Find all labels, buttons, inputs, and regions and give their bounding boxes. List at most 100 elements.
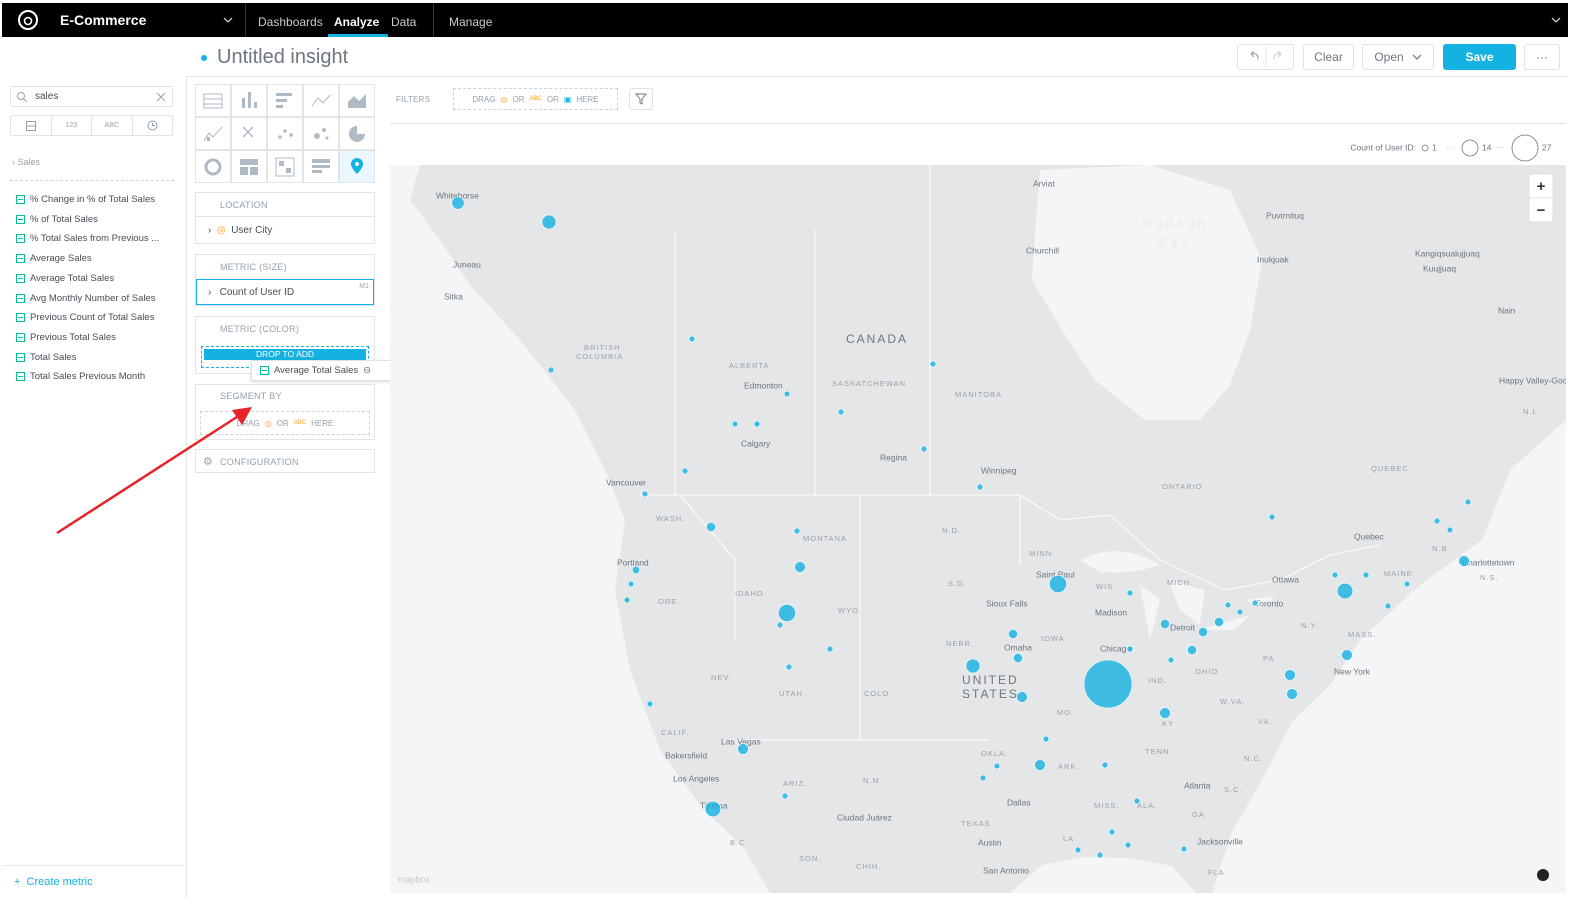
bubble[interactable] bbox=[1074, 846, 1082, 854]
bubble[interactable] bbox=[1331, 571, 1339, 579]
bubble[interactable] bbox=[1403, 580, 1411, 588]
metric-item[interactable]: Average Sales bbox=[16, 253, 92, 264]
bubble[interactable] bbox=[681, 467, 689, 475]
bubble[interactable] bbox=[1133, 797, 1141, 805]
metric-item[interactable]: Previous Total Sales bbox=[16, 332, 116, 343]
bubble[interactable] bbox=[965, 658, 981, 674]
bubble[interactable] bbox=[1108, 828, 1116, 836]
bubble[interactable] bbox=[627, 580, 635, 588]
bubble[interactable] bbox=[1187, 645, 1197, 655]
bubble[interactable] bbox=[785, 663, 793, 671]
account-chevron[interactable] bbox=[1550, 15, 1562, 25]
viz-type[interactable] bbox=[267, 150, 303, 183]
metric-item[interactable]: Avg Monthly Number of Sales bbox=[16, 293, 156, 304]
search-box[interactable]: sales bbox=[10, 86, 173, 107]
bubble[interactable] bbox=[929, 360, 937, 368]
bubble[interactable] bbox=[1458, 555, 1470, 567]
bubble[interactable] bbox=[1042, 735, 1050, 743]
bubble[interactable] bbox=[1096, 851, 1104, 859]
bubble[interactable] bbox=[1049, 575, 1067, 593]
section-header[interactable]: › Sales bbox=[12, 157, 41, 167]
viz-type[interactable] bbox=[195, 117, 231, 150]
bubble[interactable] bbox=[704, 800, 722, 818]
bubble[interactable] bbox=[1198, 627, 1208, 637]
bubble[interactable] bbox=[1336, 582, 1354, 600]
viz-type[interactable] bbox=[231, 150, 267, 183]
bubble[interactable] bbox=[1083, 659, 1133, 709]
filter-attributes[interactable]: ABC bbox=[92, 116, 133, 135]
filter-numbers[interactable]: 123 bbox=[52, 116, 92, 135]
info-button[interactable] bbox=[1537, 869, 1549, 881]
clear-button[interactable]: Clear bbox=[1303, 44, 1354, 70]
bubble[interactable] bbox=[1160, 619, 1170, 629]
bubble[interactable] bbox=[1236, 608, 1244, 616]
metric-item[interactable]: % Total Sales from Previous ... bbox=[16, 233, 159, 244]
bubble[interactable] bbox=[1008, 629, 1018, 639]
bubble[interactable] bbox=[1126, 645, 1134, 653]
zoom-button[interactable]: + bbox=[1537, 178, 1546, 195]
bubble[interactable] bbox=[1446, 526, 1454, 534]
bubble[interactable] bbox=[1362, 571, 1370, 579]
viz-type[interactable] bbox=[195, 84, 231, 117]
bubble[interactable] bbox=[1159, 707, 1171, 719]
zoom-button[interactable]: − bbox=[1537, 202, 1546, 219]
bubble[interactable] bbox=[623, 596, 631, 604]
metric-item[interactable]: Previous Count of Total Sales bbox=[16, 312, 154, 323]
bubble[interactable] bbox=[1384, 602, 1392, 610]
bubble[interactable] bbox=[641, 490, 649, 498]
open-button[interactable]: Open bbox=[1362, 44, 1434, 70]
nav-item[interactable]: Data bbox=[391, 15, 417, 29]
bubble[interactable] bbox=[794, 561, 806, 573]
clear-search[interactable] bbox=[155, 91, 167, 103]
bubble[interactable] bbox=[781, 792, 789, 800]
bubble[interactable] bbox=[778, 604, 796, 622]
bubble[interactable] bbox=[1126, 589, 1134, 597]
bubble[interactable] bbox=[451, 196, 465, 210]
insight-title[interactable]: Untitled insight bbox=[217, 46, 349, 68]
bubble[interactable] bbox=[737, 743, 749, 755]
bubble[interactable] bbox=[1433, 517, 1441, 525]
bubble[interactable] bbox=[1464, 498, 1472, 506]
bubble[interactable] bbox=[731, 420, 739, 428]
filter-all[interactable] bbox=[11, 116, 52, 135]
bubble[interactable] bbox=[688, 335, 696, 343]
bubble[interactable] bbox=[826, 645, 834, 653]
nav-item-active[interactable]: Analyze bbox=[334, 15, 380, 29]
viz-type[interactable] bbox=[267, 117, 303, 150]
nav-item[interactable]: Dashboards bbox=[258, 15, 323, 29]
metric-item[interactable]: Total Sales Previous Month bbox=[16, 371, 145, 382]
viz-type[interactable] bbox=[303, 117, 339, 150]
bubble[interactable] bbox=[920, 445, 928, 453]
filter-dates[interactable] bbox=[133, 116, 173, 135]
metric-item[interactable]: Total Sales bbox=[16, 352, 76, 363]
bubble[interactable] bbox=[1251, 599, 1259, 607]
workspace-name[interactable]: E-Commerce bbox=[60, 12, 147, 28]
nav-item[interactable]: Manage bbox=[449, 15, 493, 29]
bubble[interactable] bbox=[547, 366, 555, 374]
bubble[interactable] bbox=[631, 565, 641, 575]
metric-item[interactable]: % of Total Sales bbox=[16, 214, 98, 225]
bubble[interactable] bbox=[793, 527, 801, 535]
bucket-item[interactable]: › ◎ User City bbox=[208, 225, 273, 236]
bubble[interactable] bbox=[837, 408, 845, 416]
more-button[interactable]: ··· bbox=[1524, 44, 1560, 70]
bubble[interactable] bbox=[1124, 841, 1132, 849]
bubble[interactable] bbox=[776, 621, 784, 629]
bubble[interactable] bbox=[1013, 653, 1023, 663]
bubble[interactable] bbox=[1224, 601, 1232, 609]
bubble[interactable] bbox=[993, 762, 1001, 770]
bubble[interactable] bbox=[1341, 649, 1353, 661]
undo-redo[interactable] bbox=[1237, 44, 1294, 70]
bubble[interactable] bbox=[1286, 688, 1298, 700]
filter-drop[interactable]: DRAG ◎ OR ABC OR ▣ HERE bbox=[453, 88, 618, 110]
metric-item[interactable]: % Change in % of Total Sales bbox=[16, 194, 155, 205]
bubble[interactable] bbox=[753, 420, 761, 428]
configuration-bucket[interactable]: ⚙ CONFIGURATION bbox=[195, 449, 375, 473]
chevron[interactable] bbox=[222, 15, 234, 25]
filter-button[interactable] bbox=[629, 88, 653, 110]
bubble[interactable] bbox=[1284, 669, 1296, 681]
bubble[interactable] bbox=[646, 700, 654, 708]
segment-drop[interactable]: DRAG ◎ OR ABC HERE bbox=[200, 411, 370, 435]
viz-type[interactable] bbox=[195, 150, 231, 183]
create-metric[interactable]: + Create metric bbox=[14, 876, 93, 888]
